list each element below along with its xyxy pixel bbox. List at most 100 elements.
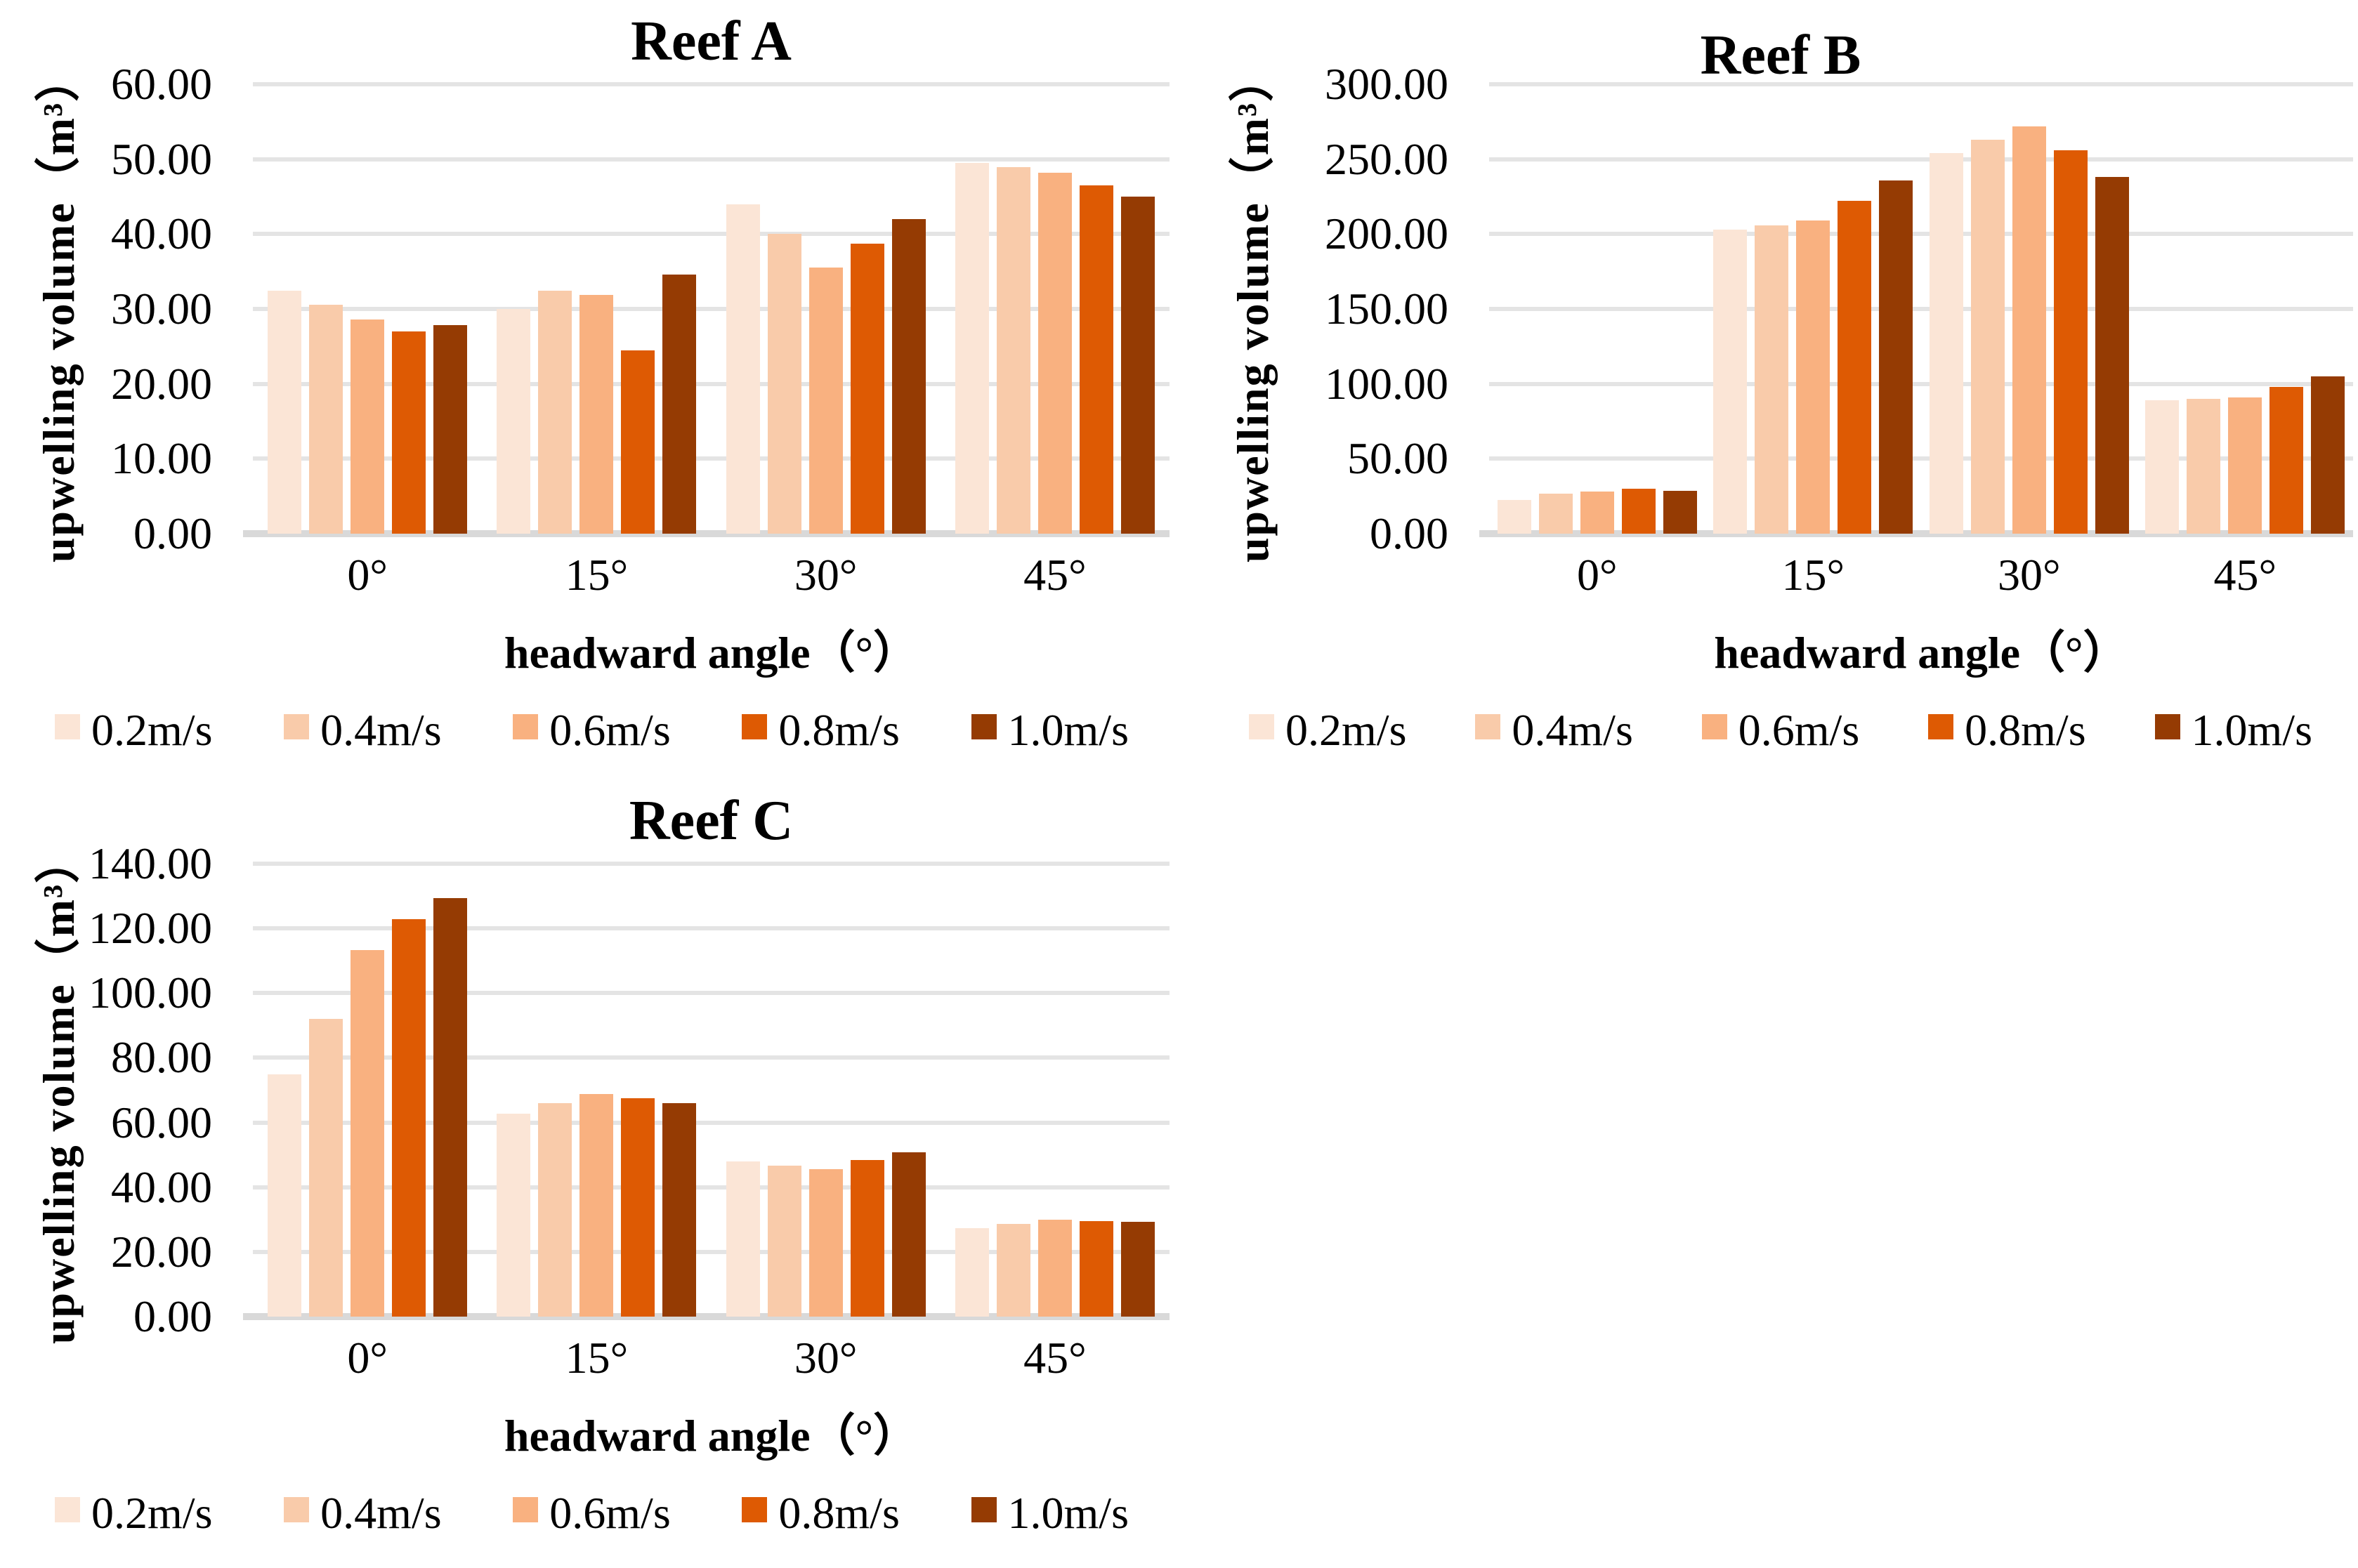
bar-group-45deg (941, 84, 1170, 534)
bar-0.8m/s (1621, 489, 1656, 534)
legend-swatch-icon (55, 714, 80, 739)
bar-1.0m/s (433, 897, 468, 1317)
y-axis-title-cell: upwelling volume（m³） (1208, 55, 1289, 562)
x-tick-label: 45° (1023, 550, 1087, 600)
chart-title: Reef A (631, 11, 792, 72)
legend-swatch-icon (742, 1497, 768, 1522)
legend-item: 0.8m/s (1928, 704, 2086, 756)
y-tick-label: 0.00 (133, 508, 212, 558)
bar-0.4m/s (309, 1019, 343, 1317)
legend-label: 0.8m/s (778, 1488, 900, 1538)
bar-0.2m/s (1929, 153, 1963, 534)
bar-0.2m/s (955, 1227, 989, 1317)
bar-1.0m/s (1663, 491, 1697, 534)
x-tick-label: 0° (1576, 550, 1618, 600)
x-axis-ticks: 0° 15° 30° 45° (253, 1317, 1170, 1399)
legend-label: 0.8m/s (1965, 705, 2086, 755)
bar-1.0m/s (891, 219, 926, 534)
legend-item: 0.4m/s (1475, 704, 1633, 756)
legend-item: 0.2m/s (55, 704, 212, 756)
legend-swatch-icon (284, 714, 310, 739)
bar-0.4m/s (996, 167, 1030, 534)
legend-label: 1.0m/s (2191, 705, 2312, 755)
gridline (1489, 307, 2353, 311)
y-tick-label: 100.00 (1325, 358, 1448, 409)
bar-0.6m/s (1037, 1220, 1072, 1317)
bar-0.6m/s (808, 268, 843, 534)
gridline (253, 232, 1170, 237)
gridline (1489, 157, 2353, 162)
gridline (253, 456, 1170, 461)
y-tick-label: 20.00 (111, 358, 212, 409)
gridline (253, 82, 1170, 86)
bar-0.6m/s (1037, 172, 1072, 534)
gridline (253, 307, 1170, 311)
legend-item: 0.2m/s (1249, 704, 1406, 756)
gridline (253, 1249, 1170, 1254)
bar-groups (253, 864, 1170, 1317)
legend-label: 0.6m/s (549, 705, 671, 755)
legend-item: 0.6m/s (513, 1487, 671, 1539)
bar-group-15deg (482, 84, 711, 534)
bar-0.4m/s (538, 291, 572, 534)
legend: 0.2m/s 0.4m/s 0.6m/s 0.8m/s 1.0m/s (1208, 690, 2353, 771)
legend-label: 0.6m/s (1738, 705, 1860, 755)
y-tick-label: 50.00 (1347, 433, 1448, 484)
bar-1.0m/s (2311, 376, 2345, 534)
bar-1.0m/s (1120, 1221, 1155, 1317)
y-tick-label: 0.00 (1370, 508, 1448, 558)
y-tick-label: 40.00 (111, 209, 212, 259)
legend-item: 1.0m/s (971, 704, 1129, 756)
legend-swatch-icon (971, 1497, 997, 1522)
bar-0.2m/s (955, 163, 989, 534)
x-axis-ticks: 0° 15° 30° 45° (253, 534, 1170, 617)
gridline (253, 157, 1170, 162)
legend-swatch-icon (55, 1497, 80, 1522)
x-axis-title: headward angle（°） (1714, 628, 2128, 678)
bar-groups (253, 84, 1170, 534)
legend-label: 0.4m/s (320, 1488, 442, 1538)
x-tick-label: 0° (347, 550, 388, 600)
y-tick-label: 60.00 (111, 59, 212, 109)
legend-label: 0.4m/s (1512, 705, 1633, 755)
bar-0.8m/s (850, 1160, 884, 1317)
bar-0.6m/s (2228, 397, 2262, 534)
x-tick-label: 0° (347, 1333, 388, 1383)
x-axis-title: headward angle（°） (504, 1411, 919, 1461)
bar-0.2m/s (268, 1074, 302, 1317)
legend-item: 0.4m/s (284, 704, 442, 756)
legend-item: 0.4m/s (284, 1487, 442, 1539)
bar-0.6m/s (808, 1168, 843, 1317)
plot-area (243, 82, 1170, 537)
legend-item: 0.2m/s (55, 1487, 212, 1539)
bar-0.6m/s (2012, 126, 2046, 534)
bar-0.2m/s (726, 204, 760, 534)
x-axis-title-cell: headward angle（°） (1489, 617, 2353, 690)
y-tick-label: 200.00 (1325, 209, 1448, 259)
bar-0.4m/s (1538, 494, 1573, 534)
bar-0.8m/s (621, 350, 655, 534)
chart-title: Reef C (629, 790, 794, 852)
bar-0.2m/s (1497, 500, 1531, 534)
bar-0.4m/s (767, 1166, 801, 1317)
legend-label: 0.4m/s (320, 705, 442, 755)
bar-0.8m/s (2269, 386, 2304, 534)
x-tick-label: 30° (1997, 550, 2061, 600)
y-tick-label: 20.00 (111, 1226, 212, 1277)
legend-item: 0.8m/s (742, 704, 900, 756)
bar-0.2m/s (268, 291, 302, 534)
bar-0.6m/s (579, 294, 614, 534)
legend-item: 1.0m/s (971, 1487, 1129, 1539)
bar-groups (1489, 84, 2353, 534)
y-tick-label: 30.00 (111, 284, 212, 334)
legend-swatch-icon (742, 714, 768, 739)
y-tick-label: 0.00 (133, 1291, 212, 1341)
bar-0.2m/s (497, 1113, 531, 1317)
bar-group-45deg (2137, 84, 2354, 534)
legend: 0.2m/s 0.4m/s 0.6m/s 0.8m/s 1.0m/s (14, 690, 1170, 771)
x-axis-title: headward angle（°） (504, 628, 919, 678)
x-axis-ticks: 0° 15° 30° 45° (1489, 534, 2353, 617)
x-axis-line (243, 530, 1170, 537)
y-axis-title: upwelling volume（m³） (33, 55, 84, 563)
x-tick-label: 15° (565, 1333, 629, 1383)
